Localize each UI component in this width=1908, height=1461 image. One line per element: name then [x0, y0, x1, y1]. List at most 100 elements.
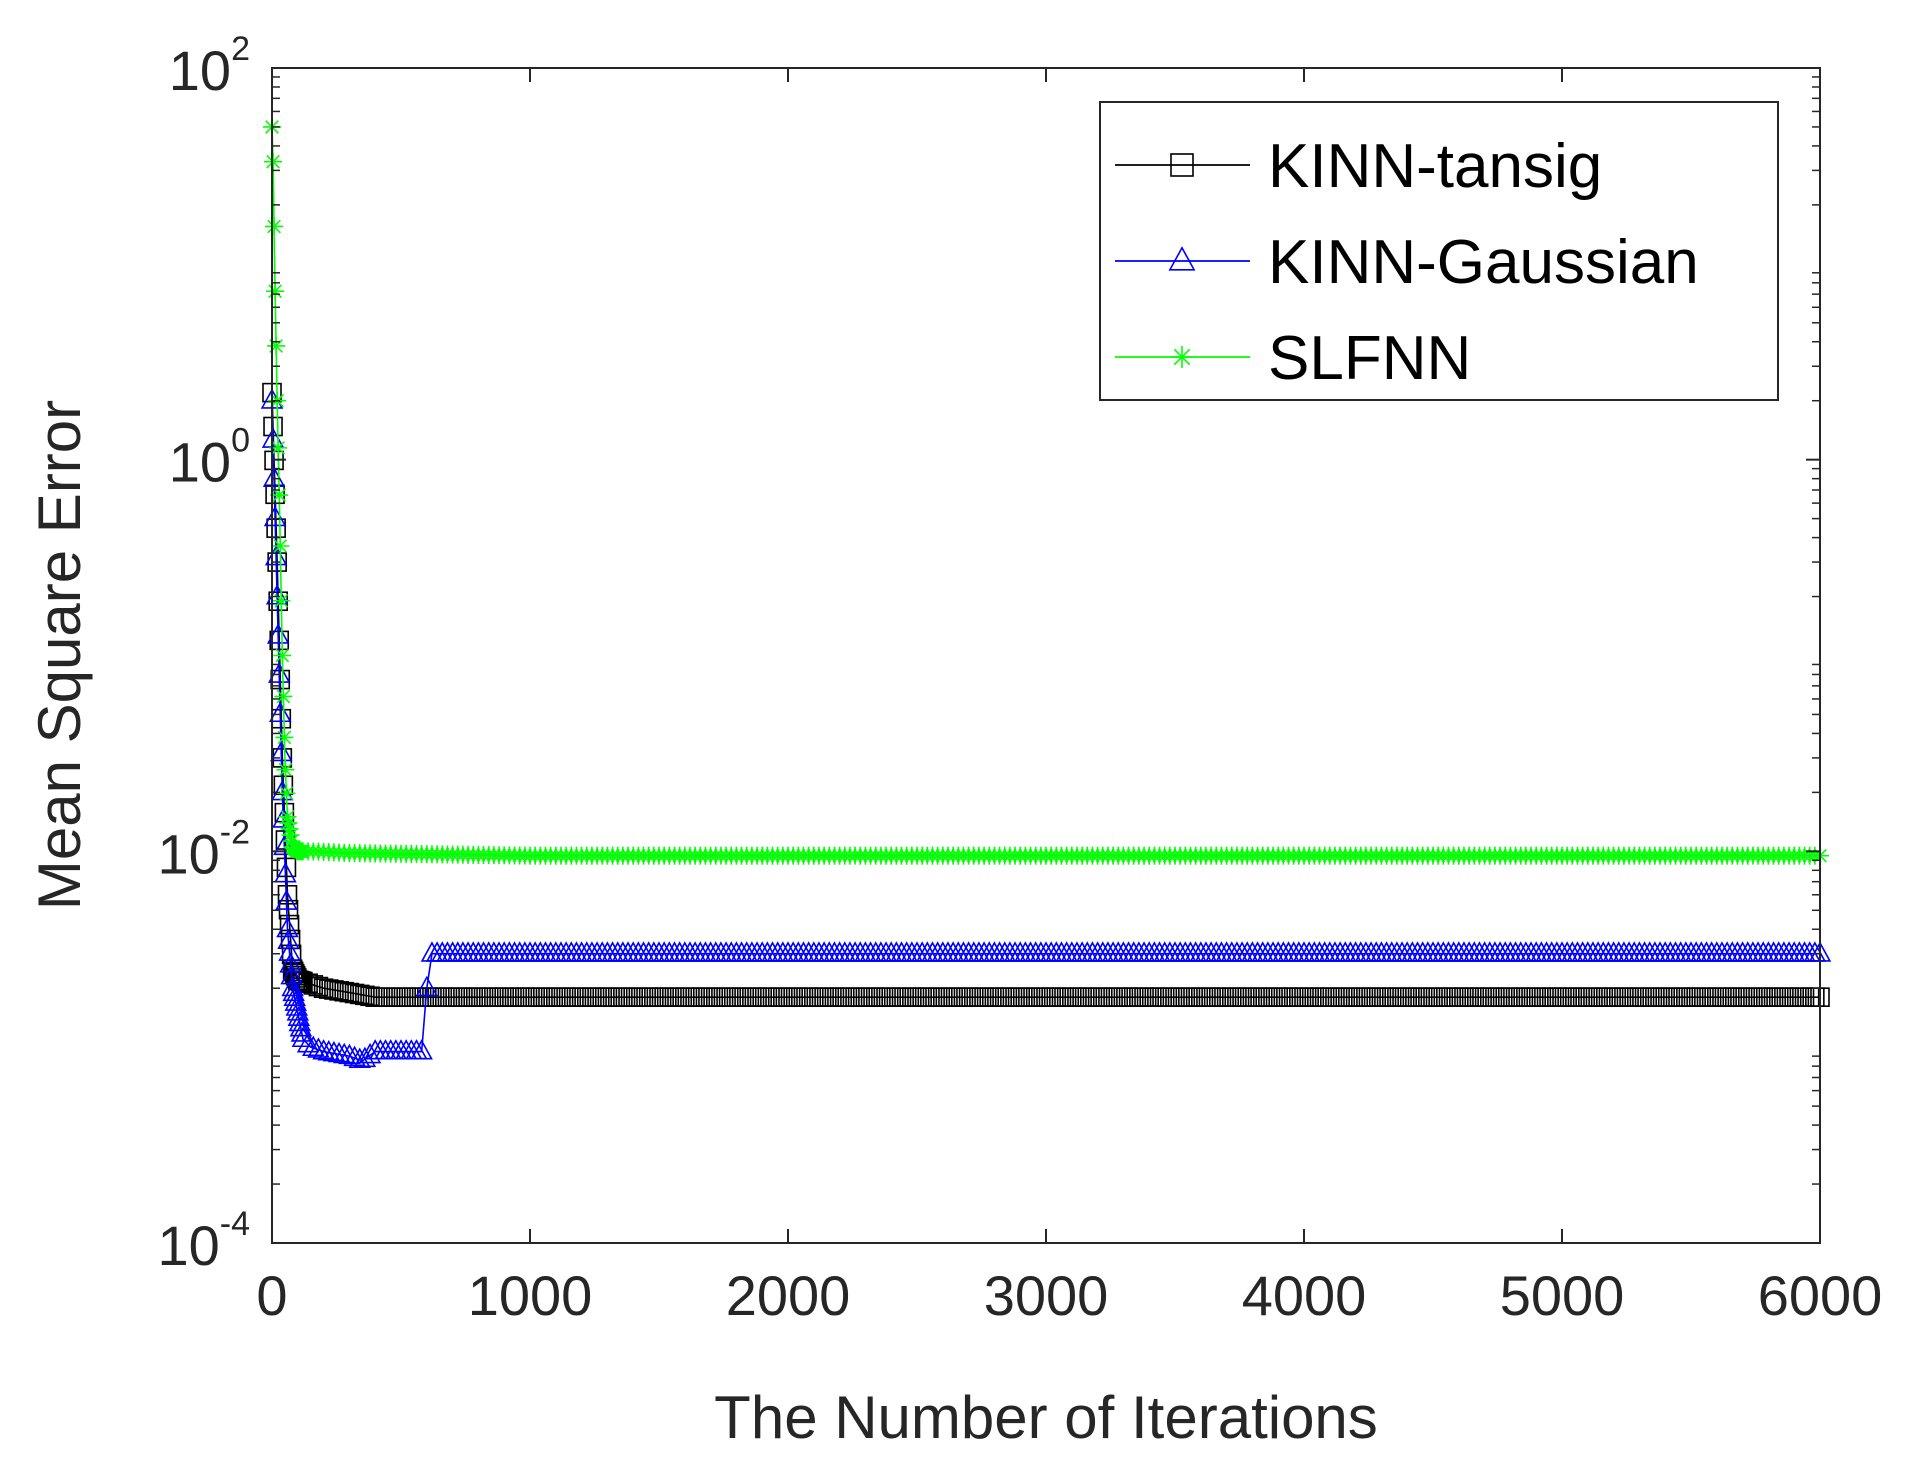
data-point	[283, 985, 306, 1007]
x-tick-label: 6000	[1758, 1264, 1883, 1327]
data-point	[302, 1035, 325, 1057]
data-point	[265, 217, 284, 236]
x-tick-label: 3000	[984, 1264, 1109, 1327]
data-point	[267, 662, 291, 683]
data-point	[329, 981, 349, 1001]
data-point	[277, 928, 300, 950]
data-point	[266, 623, 290, 644]
legend-label: KINN-tansig	[1268, 132, 1602, 201]
data-point	[275, 889, 298, 910]
data-point	[327, 1041, 351, 1063]
data-point	[271, 536, 290, 555]
y-tick-label: 102	[169, 30, 250, 102]
data-point	[324, 980, 344, 1000]
data-point	[307, 1037, 330, 1058]
y-tick-exponent: -4	[220, 1205, 250, 1243]
series-slfnn	[263, 117, 1829, 865]
y-tick-base: 10	[157, 822, 219, 885]
data-point	[274, 862, 297, 883]
x-tick-label: 0	[256, 1264, 287, 1327]
data-point	[344, 983, 365, 1004]
data-point	[349, 984, 370, 1005]
data-point	[308, 976, 329, 997]
data-point	[273, 834, 296, 856]
data-point	[281, 975, 304, 997]
data-point	[271, 779, 294, 801]
data-point	[322, 1040, 346, 1062]
data-point	[279, 952, 302, 973]
data-point	[1168, 246, 1196, 271]
data-point	[284, 990, 307, 1011]
series-kinn-tansig	[262, 382, 1830, 1007]
data-point	[269, 438, 288, 457]
y-axis-title: Mean Square Error	[26, 400, 93, 910]
data-point	[276, 857, 297, 878]
data-point	[360, 986, 380, 1007]
data-point	[277, 784, 296, 803]
data-point	[274, 802, 295, 823]
legend: KINN-tansig KINN-Gaussian SLFNN	[1099, 101, 1779, 401]
data-point	[355, 985, 375, 1006]
x-tick-label: 4000	[1242, 1264, 1367, 1327]
data-point	[343, 1045, 366, 1067]
data-point	[264, 152, 283, 171]
data-point	[303, 975, 324, 995]
data-point	[287, 1005, 311, 1026]
y-tick-base: 10	[169, 39, 231, 102]
data-point	[288, 1010, 312, 1032]
series-kinn-gaussian	[260, 388, 1832, 1069]
data-point	[296, 1032, 320, 1053]
data-point	[1170, 153, 1194, 177]
data-point	[1171, 346, 1193, 368]
y-tick-label: 100	[169, 422, 250, 494]
y-tick-label: 10-2	[157, 813, 250, 885]
legend-entry: KINN-tansig	[1115, 132, 1602, 201]
data-point	[332, 1042, 356, 1064]
legend-label: KINN-Gaussian	[1268, 228, 1699, 297]
data-point	[270, 740, 293, 762]
legend-entry: SLFNN	[1115, 324, 1471, 393]
data-point	[317, 1039, 341, 1061]
data-point	[312, 1039, 335, 1060]
data-point	[270, 486, 289, 505]
data-point	[285, 995, 309, 1016]
plot-area	[260, 117, 1832, 1069]
data-point	[289, 1016, 313, 1037]
data-point	[410, 1039, 433, 1060]
data-point	[339, 982, 360, 1003]
data-point	[291, 1026, 315, 1048]
data-point	[266, 282, 285, 301]
y-tick-exponent: -2	[220, 813, 250, 851]
data-point	[267, 336, 286, 355]
data-point	[276, 760, 295, 779]
legend-entry: KINN-Gaussian	[1115, 228, 1699, 297]
data-point	[358, 1042, 382, 1064]
y-tick-exponent: 2	[231, 30, 250, 68]
data-point	[276, 916, 299, 938]
data-point	[269, 701, 292, 723]
data-point	[313, 978, 334, 999]
data-point	[353, 1046, 377, 1068]
data-point	[338, 1043, 361, 1065]
data-point	[286, 1000, 310, 1021]
data-point	[272, 591, 291, 610]
data-point	[280, 819, 299, 838]
x-axis-title: The Number of Iterations	[714, 1384, 1378, 1451]
data-point	[282, 980, 305, 1002]
x-tick-label: 2000	[726, 1264, 851, 1327]
y-tick-exponent: 0	[231, 422, 250, 460]
data-point	[334, 981, 355, 1002]
data-point	[275, 728, 294, 747]
x-tick-label: 1000	[468, 1264, 593, 1327]
data-point	[273, 775, 294, 796]
data-point	[274, 687, 293, 706]
y-tick-base: 10	[157, 1214, 219, 1277]
data-point	[280, 963, 303, 985]
y-tick-label: 10-4	[157, 1205, 250, 1277]
data-point	[278, 940, 301, 961]
data-point	[318, 979, 339, 999]
x-tick-label: 5000	[1500, 1264, 1625, 1327]
data-point	[290, 1021, 314, 1042]
